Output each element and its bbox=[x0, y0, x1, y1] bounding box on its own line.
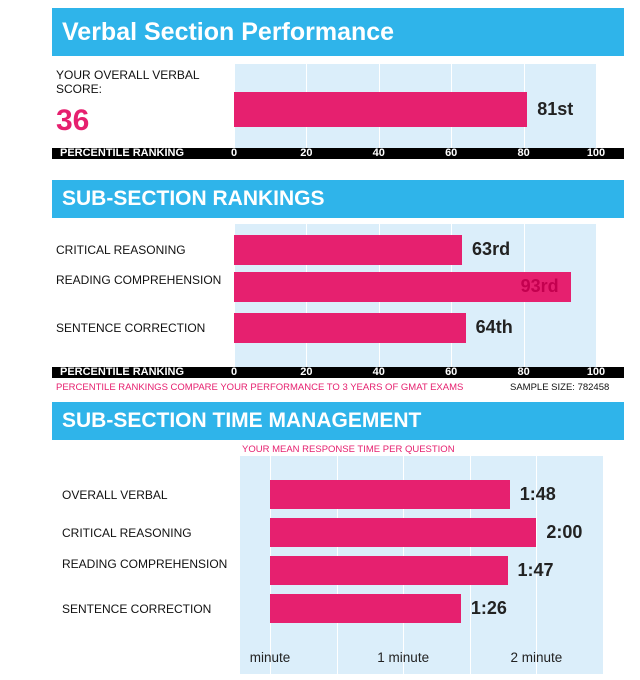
chart3-data-label: 1:26 bbox=[470, 597, 507, 618]
chart1-tick-label: 100 bbox=[586, 147, 606, 159]
chart1-bar bbox=[234, 92, 528, 127]
chart1-tick-label: 20 bbox=[300, 147, 313, 159]
chart3-bar bbox=[270, 594, 461, 623]
chart2-axis-title: PERCENTILE RANKING bbox=[60, 366, 185, 378]
chart2-row-label: SENTENCE CORRECTION bbox=[56, 321, 206, 335]
chart3-tick-label: minute bbox=[249, 650, 291, 665]
chart2-tick-label: 20 bbox=[300, 366, 313, 378]
chart2-tick-label: 0 bbox=[230, 366, 238, 378]
chart3-gridline bbox=[603, 456, 604, 674]
chart2-tick-label: 60 bbox=[445, 366, 458, 378]
chart3-bar bbox=[270, 518, 537, 547]
chart1-axis-title: PERCENTILE RANKING bbox=[60, 147, 185, 159]
chart2-bar bbox=[234, 313, 466, 343]
section1-title: Verbal Section Performance bbox=[62, 18, 395, 46]
section3-title: SUB-SECTION TIME MANAGEMENT bbox=[62, 409, 422, 432]
chart3-data-label: 1:47 bbox=[517, 559, 554, 580]
chart3-row-label: READING COMPREHENSION bbox=[62, 556, 228, 571]
chart3-row-label: OVERALL VERBAL bbox=[62, 487, 168, 502]
section2-banner: SUB-SECTION RANKINGS bbox=[52, 180, 624, 218]
chart2-row-label: CRITICAL REASONING bbox=[56, 243, 186, 257]
chart1-gridline bbox=[596, 64, 597, 148]
chart2-tick-label: 100 bbox=[586, 366, 606, 378]
chart3-bar bbox=[270, 480, 510, 509]
chart1-tick-label: 60 bbox=[445, 147, 458, 159]
section2-note: PERCENTILE RANKINGS COMPARE YOUR PERFORM… bbox=[56, 382, 464, 393]
chart3-data-label: 1:48 bbox=[519, 483, 556, 504]
chart3-row-label: CRITICAL REASONING bbox=[62, 525, 192, 540]
section2-title: SUB-SECTION RANKINGS bbox=[62, 187, 325, 210]
chart1-tick-label: 0 bbox=[230, 147, 238, 159]
section1-score: 36 bbox=[56, 104, 90, 137]
chart2-data-label: 64th bbox=[475, 317, 513, 337]
section1-score-label: YOUR OVERALL VERBAL SCORE: bbox=[56, 68, 200, 96]
chart3-data-label: 2:00 bbox=[546, 521, 583, 542]
chart2-tick-label: 80 bbox=[517, 366, 530, 378]
chart1-axis-strip bbox=[52, 148, 624, 159]
chart2-data-label: 63rd bbox=[472, 239, 511, 259]
chart3-row-label: SENTENCE CORRECTION bbox=[62, 601, 212, 616]
chart1-tick-label: 80 bbox=[517, 147, 530, 159]
chart2-tick-label: 40 bbox=[372, 366, 385, 378]
chart2-row-label: READING COMPREHENSION bbox=[56, 273, 222, 287]
section2-sample-size: SAMPLE SIZE: 782458 bbox=[510, 382, 610, 393]
chart2-axis-strip bbox=[52, 367, 624, 378]
chart3-tick-label: 2 minute bbox=[510, 650, 563, 665]
chart2-bar bbox=[234, 272, 571, 302]
chart1-tick-label: 40 bbox=[372, 147, 385, 159]
section1-banner: Verbal Section Performance bbox=[52, 8, 624, 56]
chart2-data-label: 93rd bbox=[520, 276, 559, 296]
chart2-bar bbox=[234, 235, 463, 265]
chart2-gridline bbox=[596, 224, 597, 367]
section3-subtitle: YOUR MEAN RESPONSE TIME PER QUESTION bbox=[242, 444, 455, 455]
section3-banner: SUB-SECTION TIME MANAGEMENT bbox=[52, 402, 624, 440]
chart3-tick-label: 1 minute bbox=[377, 650, 430, 665]
chart3-bar bbox=[270, 556, 508, 585]
chart1-data-label: 81st bbox=[537, 98, 574, 119]
chart3-gridline bbox=[536, 456, 538, 674]
